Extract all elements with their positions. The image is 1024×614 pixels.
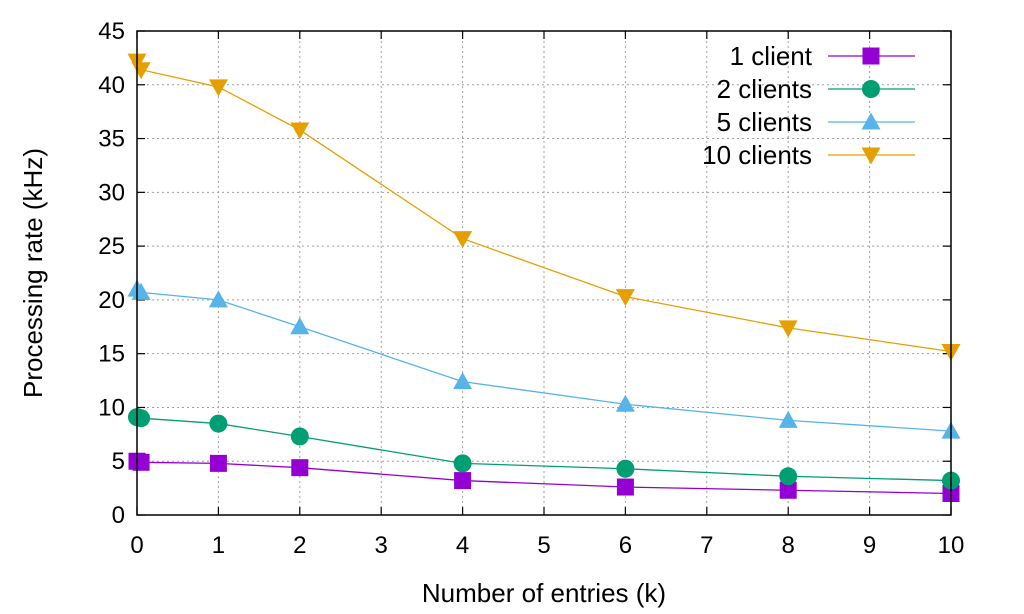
x-tick-label: 9 xyxy=(863,532,876,559)
legend-label: 10 clients xyxy=(702,140,812,170)
x-tick-label: 7 xyxy=(700,532,713,559)
x-tick-label: 3 xyxy=(375,532,388,559)
data-point xyxy=(454,472,472,490)
legend-item: 2 clients xyxy=(717,74,915,104)
series-line xyxy=(136,288,952,432)
legend-item: 1 client xyxy=(730,41,915,71)
data-point xyxy=(453,372,473,390)
data-point xyxy=(778,410,798,428)
data-point xyxy=(616,459,635,478)
data-point xyxy=(132,409,151,428)
data-point xyxy=(209,414,228,433)
y-tick-label: 45 xyxy=(98,18,125,45)
data-point xyxy=(209,454,227,472)
legend-label: 2 clients xyxy=(717,74,812,104)
data-point xyxy=(208,290,228,308)
x-tick-label: 8 xyxy=(782,532,795,559)
x-tick-label: 10 xyxy=(938,532,965,559)
x-tick-label: 2 xyxy=(293,532,306,559)
legend-marker xyxy=(862,47,880,65)
series-3 xyxy=(127,279,961,439)
series-line xyxy=(136,416,952,482)
data-point xyxy=(290,427,309,446)
data-point xyxy=(453,454,472,473)
data-point xyxy=(208,79,228,97)
data-point xyxy=(615,289,635,307)
legend-marker xyxy=(861,147,881,165)
x-tick-label: 6 xyxy=(619,532,632,559)
y-tick-label: 15 xyxy=(98,341,125,368)
data-point xyxy=(290,317,310,335)
x-tick-label: 1 xyxy=(212,532,225,559)
legend-label: 5 clients xyxy=(717,107,812,137)
plot-frame xyxy=(136,30,952,516)
legend-label: 1 client xyxy=(730,41,813,71)
y-tick-label: 25 xyxy=(98,233,125,260)
data-point xyxy=(453,231,473,249)
x-tick-label: 5 xyxy=(537,532,550,559)
data-point xyxy=(778,320,798,338)
y-tick-label: 0 xyxy=(112,502,125,529)
data-point xyxy=(615,394,635,412)
data-point xyxy=(132,453,150,471)
x-axis-title: Number of entries (k) xyxy=(422,578,666,608)
x-tick-label: 0 xyxy=(130,532,143,559)
grid xyxy=(137,31,951,515)
y-tick-label: 35 xyxy=(98,126,125,153)
series-line xyxy=(136,460,952,495)
y-tick-label: 10 xyxy=(98,394,125,421)
series-1 xyxy=(128,452,960,502)
legend-marker xyxy=(861,112,881,130)
y-tick-label: 30 xyxy=(98,179,125,206)
data-point xyxy=(290,122,310,140)
data-point xyxy=(779,481,797,499)
series-layer xyxy=(127,53,961,502)
data-point xyxy=(779,467,798,486)
y-tick-label: 5 xyxy=(112,448,125,475)
x-tick-label: 4 xyxy=(456,532,469,559)
data-point xyxy=(616,478,634,496)
data-point xyxy=(291,459,309,477)
legend-item: 5 clients xyxy=(717,107,915,137)
y-axis-title: Processing rate (kHz) xyxy=(18,148,48,398)
y-tick-label: 40 xyxy=(98,72,125,99)
legend-item: 10 clients xyxy=(702,140,915,170)
legend-marker xyxy=(862,80,880,98)
y-tick-label: 20 xyxy=(98,287,125,314)
series-line xyxy=(136,60,952,353)
